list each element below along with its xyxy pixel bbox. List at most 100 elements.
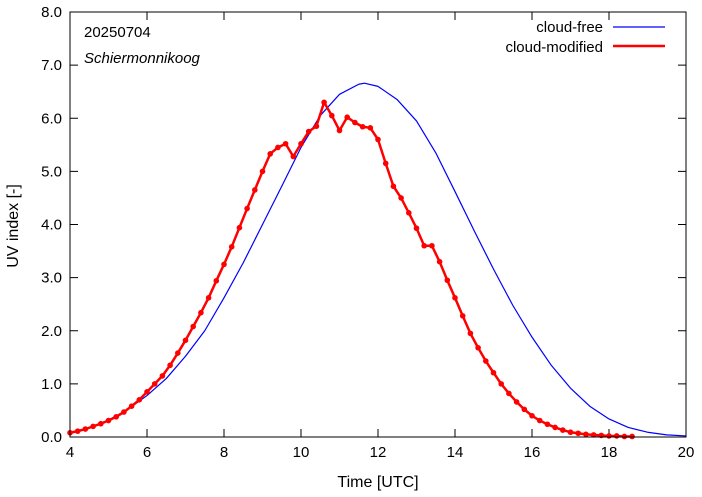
data-point-cloud-modified [282,140,289,147]
x-tick-label: 8 [220,444,228,461]
data-point-cloud-modified [221,261,227,268]
x-tick-label: 12 [370,444,387,461]
y-tick-label: 7.0 [41,57,62,74]
data-point-cloud-modified [329,112,335,119]
x-axis-label: Time [UTC] [337,474,418,491]
y-axis-label: UV index [-] [5,184,22,268]
data-point-cloud-modified [421,242,428,249]
data-point-cloud-modified [536,417,543,424]
data-point-cloud-modified [182,337,189,344]
data-point-cloud-modified [459,313,466,319]
data-point-cloud-modified [367,125,374,131]
data-point-cloud-modified [452,295,458,301]
data-point-cloud-modified [506,390,512,397]
data-point-cloud-modified [406,210,412,216]
data-point-cloud-modified [544,421,551,428]
data-point-cloud-modified [359,123,366,130]
y-tick-label: 1.0 [41,376,62,393]
x-tick-label: 14 [447,444,464,461]
data-point-cloud-modified [90,423,96,430]
ticks-layer: 4 6 8 10 12 14 16 18 20 0.0 1.0 2.0 3.0 4.0 5.0 6.0 7.0 8… [41,4,694,461]
data-point-cloud-modified [375,136,381,143]
data-point-cloud-modified [213,278,220,284]
data-point-cloud-modified [621,433,628,440]
data-point-cloud-modified [352,119,358,126]
x-tick-label: 16 [524,444,541,461]
data-point-cloud-modified [74,428,81,434]
data-point-cloud-modified [105,417,112,424]
data-point-cloud-modified [513,399,520,405]
data-point-cloud-modified [113,414,119,420]
data-point-cloud-modified [590,432,597,438]
data-point-cloud-modified [136,397,143,403]
data-point-cloud-modified [290,153,297,160]
plot-frame [69,11,687,438]
data-point-cloud-modified [382,160,389,167]
y-tick-label: 4.0 [41,217,62,234]
data-point-cloud-modified [390,183,397,190]
data-point-cloud-modified [236,224,243,231]
data-point-cloud-modified [583,431,589,438]
data-point-cloud-modified [244,205,250,212]
data-point-cloud-modified [267,151,274,157]
data-point-cloud-modified [190,323,196,330]
data-point-cloud-modified [336,127,343,134]
data-point-cloud-modified [313,123,320,130]
x-tick-label: 4 [66,444,74,461]
y-tick-label: 6.0 [41,110,62,127]
x-tick-label: 10 [293,444,310,461]
x-tick-label: 6 [143,444,151,461]
date-annotation: 20250704 [84,24,151,41]
legend-label-cloud-free: cloud-free [536,19,603,36]
legend: cloud-free cloud-modified [505,19,665,56]
data-point-cloud-modified [629,433,635,440]
data-point-cloud-modified [305,128,312,135]
y-tick-label: 3.0 [41,270,62,287]
legend-label-cloud-modified: cloud-modified [505,39,603,56]
data-point-cloud-modified [398,195,404,201]
data-point-cloud-modified [613,433,620,439]
data-point-cloud-modified [529,412,535,419]
data-point-cloud-modified [483,358,489,364]
x-tick-label: 20 [678,444,695,461]
data-point-cloud-modified [175,350,181,356]
data-point-cloud-modified [429,242,435,249]
data-point-cloud-modified [575,430,581,437]
data-point-cloud-modified [121,409,127,415]
data-point-cloud-modified [444,277,451,284]
data-point-cloud-modified [498,381,505,387]
data-point-cloud-modified [167,362,173,369]
data-point-cloud-modified [205,295,212,301]
y-tick-label: 5.0 [41,163,62,180]
data-point-cloud-modified [259,168,266,175]
x-tick-label: 18 [601,444,618,461]
series-layer [67,82,687,440]
series-line-cloud-free [69,82,687,437]
data-point-cloud-modified [144,389,150,395]
data-point-cloud-modified [567,429,574,436]
data-point-cloud-modified [552,424,558,431]
y-tick-label: 2.0 [41,323,62,340]
data-point-cloud-modified [98,420,104,427]
data-point-cloud-modified [298,140,304,147]
data-point-cloud-modified [606,433,612,439]
data-point-cloud-modified [413,225,420,232]
y-tick-label: 8.0 [41,4,62,21]
data-point-cloud-modified [82,426,89,432]
data-point-cloud-modified [159,373,166,379]
y-tick-label: 0.0 [41,429,62,446]
data-point-cloud-modified [560,427,566,433]
data-point-cloud-modified [344,114,351,120]
data-point-cloud-modified [321,99,327,106]
data-point-cloud-modified [490,369,497,376]
data-point-cloud-modified [252,187,258,193]
data-point-cloud-modified [151,381,158,387]
location-annotation: Schiermonnikoog [84,50,201,67]
data-point-cloud-modified [436,258,443,265]
data-point-cloud-modified [467,330,474,337]
data-point-cloud-modified [275,144,281,151]
data-point-cloud-modified [128,403,135,409]
data-point-cloud-modified [198,309,204,316]
data-point-cloud-modified [228,244,235,250]
